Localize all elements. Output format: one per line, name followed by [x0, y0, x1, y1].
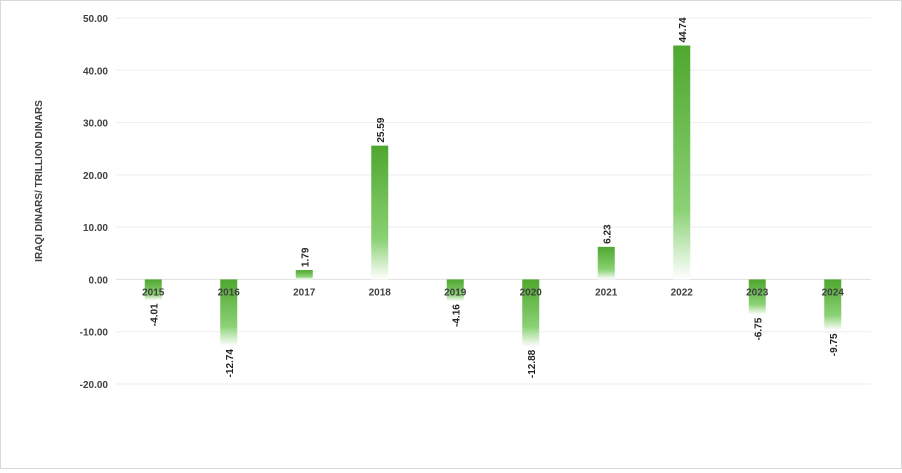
y-tick-label: 40.00 — [83, 66, 108, 77]
gridlines — [116, 17, 871, 385]
data-label: -6.75 — [753, 317, 764, 340]
data-label: 1.79 — [300, 247, 311, 267]
bar — [144, 279, 162, 301]
x-tick-label: 2020 — [520, 287, 543, 298]
data-label: -12.88 — [527, 349, 538, 378]
y-tick-label: 30.00 — [83, 119, 108, 130]
x-tick-label: 2024 — [822, 287, 845, 298]
bar — [673, 45, 691, 280]
data-labels: -4.01 -12.74 1.79 25.59 -4.16 -12.88 6.23 44.74… — [149, 17, 840, 378]
x-tick-label: 2015 — [142, 287, 165, 298]
y-tick-label: -10.00 — [80, 328, 109, 339]
bar — [295, 270, 313, 280]
y-tick-label: 10.00 — [83, 223, 108, 234]
data-label: -4.16 — [451, 304, 462, 327]
bar — [597, 246, 615, 280]
y-tick-label: 50.00 — [83, 14, 108, 25]
bar — [220, 279, 238, 347]
x-tick-label: 2016 — [218, 287, 241, 298]
bar — [446, 279, 464, 302]
y-tick-label: 0.00 — [89, 275, 109, 286]
bars — [144, 45, 842, 347]
data-label: -4.01 — [149, 303, 160, 326]
y-axis-title: IRAQI DINARS/ TRILLION DINARS — [34, 100, 45, 262]
x-axis-labels: 2015 2016 2017 2018 2019 2020 2021 2022 2023 2024 — [142, 287, 844, 298]
y-tick-label: 20.00 — [83, 171, 108, 182]
bar — [748, 279, 766, 315]
data-label: 25.59 — [376, 117, 387, 142]
data-label: -12.74 — [225, 349, 236, 378]
data-label: -9.75 — [829, 333, 840, 356]
x-tick-label: 2021 — [595, 287, 618, 298]
x-tick-label: 2018 — [369, 287, 392, 298]
x-tick-label: 2017 — [293, 287, 316, 298]
bar — [522, 279, 540, 347]
bar — [371, 145, 389, 280]
data-label: 44.74 — [678, 17, 689, 42]
x-tick-label: 2019 — [444, 287, 467, 298]
bar — [824, 279, 842, 331]
x-tick-label: 2023 — [746, 287, 769, 298]
x-tick-label: 2022 — [671, 287, 694, 298]
y-tick-label: -20.00 — [80, 380, 109, 391]
data-label: 6.23 — [602, 224, 613, 244]
y-axis-ticks: -20.00 -10.00 0.00 10.00 20.00 30.00 40.00 50.0… — [80, 14, 109, 391]
